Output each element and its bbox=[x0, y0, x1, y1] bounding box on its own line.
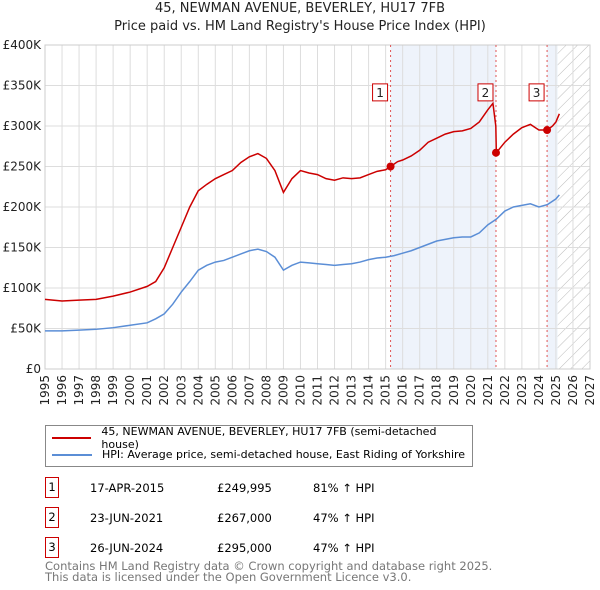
chart-title: 45, NEWMAN AVENUE, BEVERLEY, HU17 7FB bbox=[154, 1, 446, 16]
legend-item-hpi: HPI: Average price, semi-detached house,… bbox=[52, 446, 465, 463]
hpi-line bbox=[45, 194, 560, 332]
x-tick-label: 2017 bbox=[413, 375, 427, 406]
sale-label: 2 bbox=[482, 86, 490, 100]
x-tick-label: 2020 bbox=[464, 375, 478, 406]
chart-subtitle: Price paid vs. HM Land Registry's House … bbox=[114, 19, 486, 34]
sale-point bbox=[543, 126, 552, 135]
x-tick-label: 2013 bbox=[345, 375, 359, 406]
price-chart: 1995 1996 1997 1998 1999 2000 2001 2002 2003 2004… bbox=[3, 38, 597, 406]
x-tick-label: 2002 bbox=[157, 375, 171, 406]
sale-label: 1 bbox=[376, 86, 384, 100]
x-tick-label: 2016 bbox=[396, 375, 410, 406]
y-tick-label: £0 bbox=[26, 362, 41, 376]
y-tick-label: £200K bbox=[3, 200, 43, 214]
x-tick-label: 1996 bbox=[55, 375, 69, 406]
x-tick-label: 2025 bbox=[549, 375, 563, 406]
legend-label: 45, NEWMAN AVENUE, BEVERLEY, HU17 7FB (s… bbox=[101, 424, 437, 451]
x-tick-label: 2012 bbox=[328, 375, 342, 406]
footer-line: Contains HM Land Registry data © Crown c… bbox=[45, 559, 493, 573]
x-tick-label: 2026 bbox=[566, 375, 580, 406]
sale-row: 3 26-JUN-2024 £295,000 47% ↑ HPI bbox=[45, 537, 445, 559]
sale-number-badge: 3 bbox=[45, 537, 59, 558]
x-tick-label: 2014 bbox=[362, 375, 376, 406]
sale-hpi-change: 47% ↑ HPI bbox=[313, 511, 375, 525]
x-tick-label: 2027 bbox=[583, 375, 597, 406]
y-tick-label: £350K bbox=[3, 79, 43, 93]
x-tick-label: 2022 bbox=[498, 375, 512, 406]
y-tick-label: £100K bbox=[3, 281, 43, 295]
sale-price: £249,995 bbox=[217, 481, 272, 495]
x-tick-label: 2010 bbox=[293, 375, 307, 406]
x-tick-label: 2003 bbox=[174, 375, 188, 406]
y-tick-label: £400K bbox=[3, 38, 43, 52]
x-tick-label: 2024 bbox=[532, 375, 546, 406]
x-tick-label: 2005 bbox=[208, 375, 222, 406]
x-tick-label: 1999 bbox=[106, 375, 120, 406]
y-tick-label: £300K bbox=[3, 119, 43, 133]
sale-label-box bbox=[372, 83, 389, 102]
sale-label-box bbox=[477, 83, 494, 102]
legend-label: HPI: Average price, semi-detached house,… bbox=[102, 448, 466, 461]
y-tick-label: £150K bbox=[3, 241, 43, 255]
x-tick-label: 1998 bbox=[89, 375, 103, 406]
x-tick-label: 2006 bbox=[225, 375, 239, 406]
x-tick-label: 2009 bbox=[276, 375, 290, 406]
x-tick-label: 2018 bbox=[430, 375, 444, 406]
sale-date: 26-JUN-2024 bbox=[90, 541, 164, 555]
x-tick-label: 2011 bbox=[311, 375, 325, 406]
sale-point bbox=[491, 148, 500, 157]
sale-number-badge: 2 bbox=[45, 507, 59, 528]
sale-hpi-change: 81% ↑ HPI bbox=[313, 481, 375, 495]
x-tick-label: 2023 bbox=[515, 375, 529, 406]
x-tick-label: 2008 bbox=[259, 375, 273, 406]
sale-row: 1 17-APR-2015 £249,995 81% ↑ HPI bbox=[45, 477, 445, 499]
sale-label-box bbox=[528, 83, 545, 102]
x-tick-label: 2001 bbox=[140, 375, 154, 406]
y-tick-label: £50K bbox=[10, 322, 42, 336]
x-tick-label: 1995 bbox=[38, 375, 52, 406]
sale-hpi-change: 47% ↑ HPI bbox=[313, 541, 375, 555]
sale-price: £295,000 bbox=[217, 541, 272, 555]
sale-label: 3 bbox=[533, 86, 541, 100]
blue-line-icon bbox=[52, 453, 92, 456]
x-tick-label: 2007 bbox=[242, 375, 256, 406]
sale-row: 2 23-JUN-2021 £267,000 47% ↑ HPI bbox=[45, 507, 445, 529]
sale-date: 23-JUN-2021 bbox=[90, 511, 164, 525]
legend: 45, NEWMAN AVENUE, BEVERLEY, HU17 7FB (s… bbox=[45, 425, 473, 467]
sale-date: 17-APR-2015 bbox=[90, 481, 165, 495]
sale-point bbox=[386, 162, 395, 171]
footer: Contains HM Land Registry data © Crown c… bbox=[45, 559, 493, 584]
x-tick-label: 2021 bbox=[481, 375, 495, 406]
legend-item-property: 45, NEWMAN AVENUE, BEVERLEY, HU17 7FB (s… bbox=[52, 425, 472, 451]
x-tick-label: 2015 bbox=[379, 375, 393, 406]
plot-frame bbox=[44, 44, 591, 370]
red-line-icon bbox=[52, 436, 92, 439]
property-price-line bbox=[44, 101, 561, 302]
x-tick-label: 2019 bbox=[447, 375, 461, 406]
x-tick-label: 2000 bbox=[123, 375, 137, 406]
y-tick-label: £250K bbox=[3, 160, 43, 174]
sale-number-badge: 1 bbox=[45, 477, 59, 498]
sale-price: £267,000 bbox=[217, 511, 272, 525]
footer-line: This data is licensed under the Open Gov… bbox=[45, 570, 412, 584]
x-tick-label: 2004 bbox=[191, 375, 205, 406]
x-tick-label: 1997 bbox=[72, 375, 86, 406]
